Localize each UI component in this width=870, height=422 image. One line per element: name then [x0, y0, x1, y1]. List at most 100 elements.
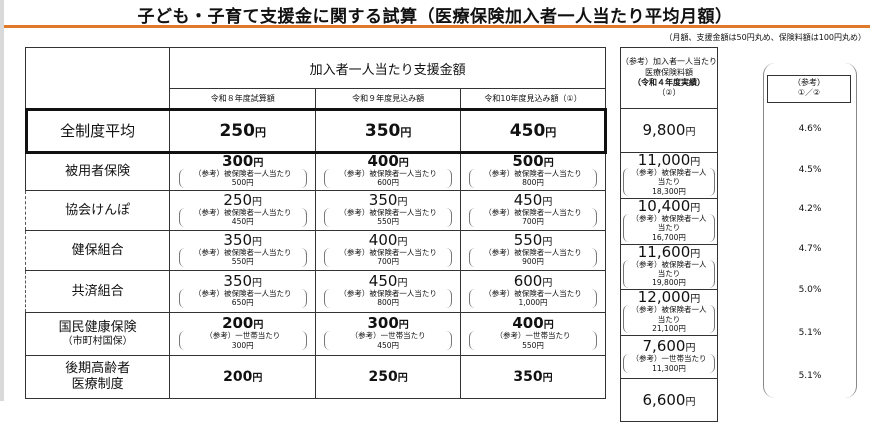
table-row: 共済組合 350円 （参考）被保険者一人当たり 650円 450円 （参考）被保険者一人当…	[24, 270, 606, 313]
amount: 250円	[219, 120, 266, 141]
amount: 200円	[223, 369, 263, 385]
support-amount-table: 加入者一人当たり支援金額 令和８年度試算額 令和９年度見込み額 令和10年度見込み額…	[24, 47, 607, 399]
table-row: 全制度平均 250円 350円 450円	[24, 107, 607, 154]
ref-note: （参考）一世帯当たり 11,300円	[623, 354, 715, 374]
row-label-text: 後期高齢者	[65, 361, 131, 377]
reference-note: （参考）被保険者一人当たり 450円	[178, 207, 307, 227]
ref-note: （参考）被保険者一人当たり 16,700円	[623, 213, 715, 242]
reference-note: （参考）一世帯当たり 300円	[178, 331, 307, 351]
amount: 600円	[513, 271, 553, 290]
ratio-value: 4.5%	[798, 165, 822, 175]
row-label-sub: 医療制度	[71, 377, 124, 392]
ref-note: （参考）被保険者一人当たり 18,300円	[623, 168, 715, 197]
ratio-bracket	[763, 63, 857, 398]
reference-premium-table: （参考）加入者一人当たり 医療保険料額 （令和４年度実績） （②） 9,800円…	[620, 47, 718, 422]
amount: 350円	[513, 369, 553, 385]
reference-note: （参考）一世帯当たり 450円	[324, 331, 453, 351]
ref-row: 7,600円 （参考）一世帯当たり 11,300円	[620, 335, 718, 379]
amount: 400円	[368, 230, 408, 249]
ref-cell: 11,600円 （参考）被保険者一人当たり 19,800円	[620, 242, 718, 291]
amount-cell: 350円 （参考）被保険者一人当たり 550円	[169, 230, 317, 271]
row-label-text: 全制度平均	[60, 122, 136, 140]
amount: 500円	[512, 151, 554, 170]
ratio-value: 5.0%	[798, 285, 822, 295]
reference-note: （参考）被保険者一人当たり 550円	[324, 207, 453, 227]
row-label: 協会けんぽ	[24, 190, 171, 231]
reference-note: （参考）被保険者一人当たり 900円	[469, 247, 598, 267]
reference-note: （参考）一世帯当たり 550円	[469, 331, 598, 351]
table-row: 協会けんぽ 250円 （参考）被保険者一人当たり 450円 350円 （参考）被保険者一人…	[24, 190, 606, 231]
reference-note: （参考）被保険者一人当たり 700円	[324, 247, 453, 267]
amount: 350円	[223, 271, 263, 290]
ratio-header-line: （参考）	[793, 78, 825, 87]
ref-amount: 11,600円	[637, 242, 701, 261]
amount-cell: 450円 （参考）被保険者一人当たり 800円	[315, 270, 462, 313]
ratio-value: 4.6%	[798, 124, 822, 134]
amount-cell: 300円 （参考）被保険者一人当たり 500円	[169, 152, 317, 191]
ref-cell: 7,600円 （参考）一世帯当たり 11,300円	[620, 335, 718, 379]
ref-amount: 11,000円	[637, 151, 701, 169]
ref-header-line: 医療保険料額	[645, 67, 693, 77]
amount: 400円	[367, 151, 409, 170]
amount-cell: 450円 （参考）被保険者一人当たり 700円	[460, 190, 606, 231]
page-title: 子ども・子育て支援金に関する試算（医療保険加入者一人当たり平均月額）	[137, 7, 733, 27]
ref-cell: 6,600円	[620, 378, 718, 422]
amount: 400円	[512, 314, 554, 333]
amount: 300円	[367, 314, 409, 333]
amount: 250円	[223, 190, 263, 209]
amount-cell: 550円 （参考）被保険者一人当たり 900円	[460, 230, 606, 271]
corner-cell	[24, 47, 171, 109]
reference-note: （参考）被保険者一人当たり 500円	[178, 168, 307, 188]
row-label-text: 健保組合	[71, 242, 124, 258]
ref-amount: 7,600円	[642, 337, 696, 356]
amount: 450円	[509, 120, 557, 141]
amount: 450円	[368, 271, 408, 290]
ref-amount: 9,800円	[642, 121, 696, 139]
reference-note: （参考）被保険者一人当たり 800円	[324, 288, 453, 308]
amount-cell: 400円 （参考）一世帯当たり 550円	[460, 312, 606, 356]
amount: 350円	[223, 230, 263, 249]
ref-row: 11,000円 （参考）被保険者一人当たり 18,300円	[620, 151, 718, 199]
table-row: 後期高齢者 医療制度 200円 250円 350円	[24, 355, 606, 399]
header-col: 令和10年度見込み額（①）	[460, 88, 606, 109]
ref-header-line: （②）	[657, 88, 681, 98]
amount-cell: 350円 （参考）被保険者一人当たり 550円	[315, 190, 462, 231]
rounding-note: （月額、支援金額は50円丸め、保険料額は100円丸め）	[664, 33, 866, 42]
ref-row: 11,600円 （参考）被保険者一人当たり 19,800円	[620, 242, 718, 291]
amount-cell: 300円 （参考）一世帯当たり 450円	[315, 312, 462, 356]
header-col: 令和９年度見込み額	[315, 88, 462, 109]
left-edge	[0, 0, 4, 401]
title-divider	[4, 25, 870, 28]
ref-cell: 11,000円 （参考）被保険者一人当たり 18,300円	[620, 151, 718, 199]
ref-cell: 9,800円	[620, 108, 718, 153]
ref-amount: 10,400円	[637, 196, 701, 215]
row-label: 健保組合	[24, 230, 171, 271]
amount: 200円	[222, 314, 264, 333]
amount-cell: 350円 （参考）被保険者一人当たり 650円	[169, 270, 317, 313]
ref-amount: 12,000円	[637, 288, 701, 307]
reference-note: （参考）被保険者一人当たり 800円	[469, 168, 598, 188]
table-row: 国民健康保険 （市町村国保） 200円 （参考）一世帯当たり 300円 300円 （参考）一…	[24, 312, 606, 356]
amount: 550円	[513, 230, 553, 249]
ref-amount: 6,600円	[642, 390, 696, 409]
reference-note: （参考）被保険者一人当たり 700円	[469, 207, 598, 227]
reference-note: （参考）被保険者一人当たり 550円	[178, 247, 307, 267]
ratio-value: 5.1%	[798, 327, 822, 338]
row-label-text: 共済組合	[71, 283, 124, 299]
amount: 450円	[513, 190, 553, 209]
ref-note: （参考）被保険者一人当たり 21,100円	[623, 305, 715, 334]
ref-note: （参考）被保険者一人当たり 19,800円	[623, 259, 715, 288]
amount: 250円	[368, 369, 408, 385]
amount-cell: 350円	[315, 108, 462, 153]
row-label: 全制度平均	[24, 108, 171, 153]
ref-row: 12,000円 （参考）被保険者一人当たり 21,100円	[620, 288, 718, 336]
ratio-value: 4.2%	[798, 204, 822, 214]
ref-header: （参考）加入者一人当たり 医療保険料額 （令和４年度実績） （②）	[620, 47, 718, 109]
table-row: 被用者保険 300円 （参考）被保険者一人当たり 500円 400円 （参考）被保険者一人…	[24, 151, 606, 191]
row-label: 国民健康保険 （市町村国保）	[24, 312, 171, 356]
row-label: 共済組合	[24, 270, 171, 313]
amount-cell: 250円 （参考）被保険者一人当たり 450円	[169, 190, 317, 231]
amount: 350円	[368, 190, 408, 209]
row-label: 被用者保険	[24, 152, 171, 191]
ref-cell: 10,400円 （参考）被保険者一人当たり 16,700円	[620, 196, 718, 245]
